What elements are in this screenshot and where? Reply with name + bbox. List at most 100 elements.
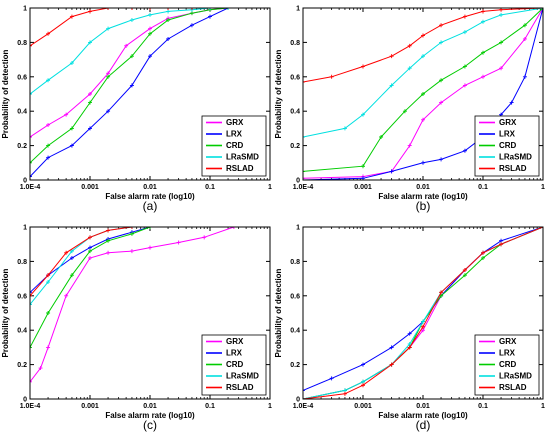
data-point-lrasmd [148,12,152,17]
data-point-grx [64,112,69,117]
x-tick-label: 1.0E-4 [293,403,314,410]
legend-box [201,115,267,177]
y-tick-label: 0 [296,178,300,185]
y-tick-label: 0.8 [17,259,27,266]
data-point-lrasmd [407,341,412,346]
data-point-lrx [189,23,194,28]
y-tick-label: 0.4 [17,328,27,335]
panel-label: (b) [416,199,431,213]
data-point-grx [129,249,134,254]
x-tick-label: 1 [541,403,545,410]
data-point-rslad [106,8,111,10]
data-point-crd [88,100,92,105]
x-tick-label: 0.001 [354,403,372,410]
data-point-grx [407,143,412,148]
chart-panel-4: 1.0E-4 0.001 0.01 0.1 1 0 0.2 0.4 0.6 0.8 1 False a… [274,225,545,433]
data-point-rslad [69,14,74,19]
data-point-rslad [148,8,152,10]
y-tick-label: 0.2 [290,362,300,369]
legend-label-lrasmd: LRaSMD [499,153,532,162]
data-point-rslad [421,324,425,329]
series-line-crd [30,227,151,348]
data-point-crd [303,169,305,174]
data-point-lrasmd [30,302,32,307]
data-point-lrx [148,54,152,59]
legend-label-crd: CRD [226,141,244,150]
data-point-lrasmd [129,18,134,23]
data-point-lrasmd [46,280,51,285]
chart-panel-2: 1.0E-4 0.001 0.01 0.1 1 0 0.2 0.4 0.6 0.8 1 False a… [274,6,545,214]
x-tick-label: 1 [268,184,272,191]
series-group [303,8,543,180]
data-point-lrasmd [208,8,212,10]
x-axis-label: False alarm rate (log10) [378,411,468,420]
y-axis-label: Probability of detection [1,268,10,357]
data-point-grx [106,250,111,255]
data-point-lrasmd [389,83,394,88]
data-point-lrx [30,290,32,295]
data-point-crd [361,164,365,169]
x-tick-label: 0.001 [81,403,99,410]
legend-label-lrx: LRX [499,130,516,139]
data-point-lrx [129,83,134,88]
data-point-crd [522,23,527,28]
y-tick-label: 0.2 [17,362,27,369]
data-point-rslad [361,383,365,388]
data-point-crd [402,109,407,114]
legend-label-rslad: RSLAD [226,164,254,173]
x-tick-label: 1.0E-4 [20,403,41,410]
data-point-lrasmd [30,92,32,96]
x-tick-label: 0.001 [81,184,99,191]
legend: GRX LRX CRD LRaSMD RSLAD [474,334,540,396]
y-tick-label: 0 [23,178,27,185]
y-axis-label: Probability of detection [274,268,283,357]
series-line-lrasmd [30,8,229,95]
data-point-lrx [303,388,305,393]
data-point-lrasmd [407,66,412,71]
data-point-rslad [129,8,134,10]
data-point-lrx [69,255,74,260]
data-point-lrasmd [361,112,365,117]
data-point-lrx [166,36,171,41]
data-point-rslad [189,8,194,10]
legend-label-rslad: RSLAD [226,383,254,392]
data-point-rslad [342,391,347,396]
y-tick-label: 0.4 [290,109,300,116]
data-point-crd [88,249,92,254]
data-point-lrx [407,331,412,336]
y-tick-label: 0.8 [290,40,300,47]
y-tick-label: 0.4 [17,109,27,116]
data-point-rslad [30,293,32,298]
data-point-rslad [303,79,305,84]
x-tick-label: 0.01 [143,184,157,191]
data-point-lrx [329,376,334,381]
y-tick-label: 0.2 [17,143,27,150]
chart-panel-1: 1.0E-4 0.001 0.01 0.1 1 0 0.2 0.4 0.6 0.8 1 False a… [1,6,272,214]
data-point-grx [176,240,181,245]
x-tick-label: 1 [541,184,545,191]
data-point-rslad [407,345,412,350]
data-point-rslad [439,290,444,295]
data-point-grx [499,66,504,71]
data-point-crd [481,50,485,55]
x-tick-label: 0.01 [143,403,157,410]
data-point-grx [30,135,32,139]
legend-label-grx: GRX [499,337,517,346]
legend-label-crd: CRD [226,360,244,369]
data-point-lrasmd [342,126,347,131]
data-point-lrx [46,155,51,160]
legend-label-grx: GRX [226,337,244,346]
y-tick-label: 0.4 [290,328,300,335]
data-point-crd [46,311,51,315]
data-point-lrasmd [481,19,485,24]
data-point-lrasmd [439,40,444,45]
series-line-rslad [30,227,132,297]
data-point-lrx [439,157,444,162]
plot-frame [29,226,271,400]
plot-frame [302,7,544,181]
data-point-lrasmd [342,388,347,393]
data-point-lrasmd [226,8,231,10]
data-point-rslad [499,242,504,247]
x-axis-label: False alarm rate (log10) [105,411,195,420]
